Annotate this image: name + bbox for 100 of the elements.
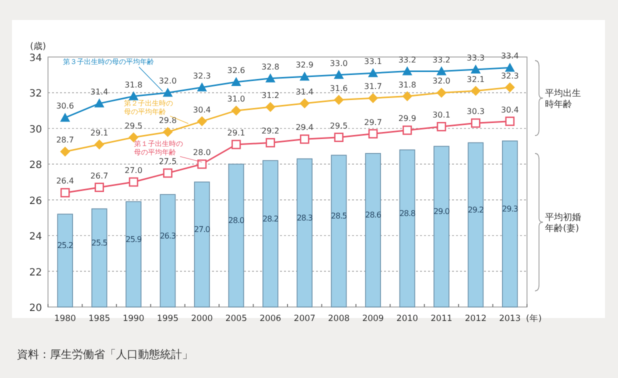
data-label: 31.7 bbox=[364, 82, 382, 92]
data-label: 26.7 bbox=[90, 171, 108, 180]
point bbox=[471, 118, 480, 128]
data-label: 27.0 bbox=[124, 166, 142, 175]
point bbox=[232, 140, 241, 150]
x-tick-label: 1990 bbox=[122, 314, 144, 324]
text: 資料：厚生労働省「人口動態統計」 bbox=[17, 348, 193, 361]
data-label: 31.6 bbox=[330, 84, 348, 93]
point bbox=[504, 62, 515, 72]
y-tick-label: 26 bbox=[29, 196, 42, 207]
point bbox=[94, 182, 104, 192]
point bbox=[402, 91, 412, 102]
point bbox=[334, 70, 344, 79]
data-label: 29.3 bbox=[502, 204, 518, 214]
x-tick-label: 2013 bbox=[499, 314, 521, 324]
point bbox=[162, 88, 173, 97]
data-label: 29.2 bbox=[261, 126, 280, 136]
data-label: 30.4 bbox=[500, 105, 519, 114]
point bbox=[436, 122, 446, 132]
point bbox=[300, 72, 310, 81]
x-tick-label: 2008 bbox=[328, 314, 350, 324]
point bbox=[470, 64, 481, 74]
data-label: 29.0 bbox=[434, 207, 450, 216]
x-tick-label: 2000 bbox=[191, 314, 213, 324]
data-label: 32.9 bbox=[296, 60, 314, 70]
point bbox=[368, 129, 378, 138]
point bbox=[128, 177, 138, 187]
point bbox=[505, 116, 515, 126]
data-label: 30.4 bbox=[193, 105, 211, 114]
y-tick-label: 24 bbox=[29, 232, 42, 243]
x-tick-label: 2007 bbox=[294, 314, 316, 324]
x-tick-label: 2010 bbox=[396, 314, 418, 324]
point bbox=[436, 88, 446, 98]
point bbox=[60, 112, 70, 122]
data-label: 31.8 bbox=[398, 80, 416, 90]
data-label: 29.9 bbox=[398, 114, 416, 124]
point bbox=[265, 102, 276, 112]
data-label: 33.3 bbox=[466, 54, 485, 62]
data-label: 33.4 bbox=[500, 52, 519, 61]
point bbox=[163, 168, 172, 178]
point bbox=[196, 116, 207, 126]
data-label: 28.3 bbox=[296, 213, 313, 222]
point bbox=[266, 138, 276, 148]
point bbox=[197, 159, 207, 169]
y-tick-label: 30 bbox=[29, 124, 42, 136]
point bbox=[300, 98, 310, 108]
data-label: 29.5 bbox=[124, 121, 142, 130]
point bbox=[60, 146, 70, 157]
point bbox=[402, 126, 412, 135]
data-label: 28.0 bbox=[193, 148, 211, 158]
data-label: 32.3 bbox=[500, 71, 519, 80]
x-tick-label: 1995 bbox=[156, 314, 179, 324]
data-label: 32.0 bbox=[158, 76, 177, 86]
data-label: 28.2 bbox=[262, 214, 279, 224]
x-tick-label: 2009 bbox=[362, 314, 384, 324]
y-tick-label: 22 bbox=[29, 267, 42, 278]
data-label: 31.4 bbox=[296, 87, 314, 96]
data-label: 29.8 bbox=[158, 116, 177, 125]
point bbox=[368, 93, 378, 104]
point bbox=[94, 140, 104, 150]
x-tick-label: 2005 bbox=[225, 314, 247, 324]
x-tick-label: 2011 bbox=[430, 314, 452, 324]
data-label: 31.8 bbox=[124, 80, 142, 90]
point bbox=[162, 127, 173, 137]
point bbox=[334, 132, 344, 142]
x-tick-label: 1980 bbox=[54, 314, 76, 324]
data-label: 33.1 bbox=[364, 57, 382, 66]
data-label: 25.2 bbox=[57, 241, 74, 250]
point bbox=[128, 132, 139, 142]
data-label: 26.3 bbox=[160, 231, 176, 240]
x-tick-label: 1985 bbox=[88, 314, 110, 324]
y-axis-title: (歳) bbox=[30, 41, 46, 52]
y-tick-label: 34 bbox=[29, 53, 42, 64]
point bbox=[265, 73, 276, 82]
data-label: 32.3 bbox=[193, 71, 211, 80]
point bbox=[470, 86, 481, 96]
data-label: 31.2 bbox=[261, 91, 280, 100]
point bbox=[94, 98, 104, 108]
data-label: 29.4 bbox=[296, 123, 314, 132]
data-label: 32.8 bbox=[261, 62, 280, 72]
y-tick-label: 20 bbox=[29, 303, 42, 314]
data-label: 28.7 bbox=[56, 136, 74, 145]
data-label: 28.0 bbox=[228, 216, 244, 226]
data-label: 30.3 bbox=[466, 107, 485, 116]
point bbox=[504, 82, 515, 92]
point bbox=[60, 188, 70, 198]
data-label: 28.6 bbox=[365, 210, 382, 220]
point bbox=[196, 82, 207, 92]
data-label: 27.0 bbox=[194, 225, 210, 234]
data-label: 31.0 bbox=[227, 94, 246, 104]
data-label: 32.6 bbox=[227, 66, 246, 75]
data-label: 30.6 bbox=[56, 102, 74, 111]
data-label: 31.4 bbox=[90, 87, 108, 96]
point bbox=[402, 66, 412, 76]
y-tick-label: 32 bbox=[29, 88, 42, 100]
point bbox=[300, 134, 310, 144]
data-label: 29.1 bbox=[227, 128, 246, 138]
data-label: 27.5 bbox=[158, 157, 177, 166]
x-tick-label: 2006 bbox=[260, 314, 282, 324]
point bbox=[128, 91, 139, 100]
